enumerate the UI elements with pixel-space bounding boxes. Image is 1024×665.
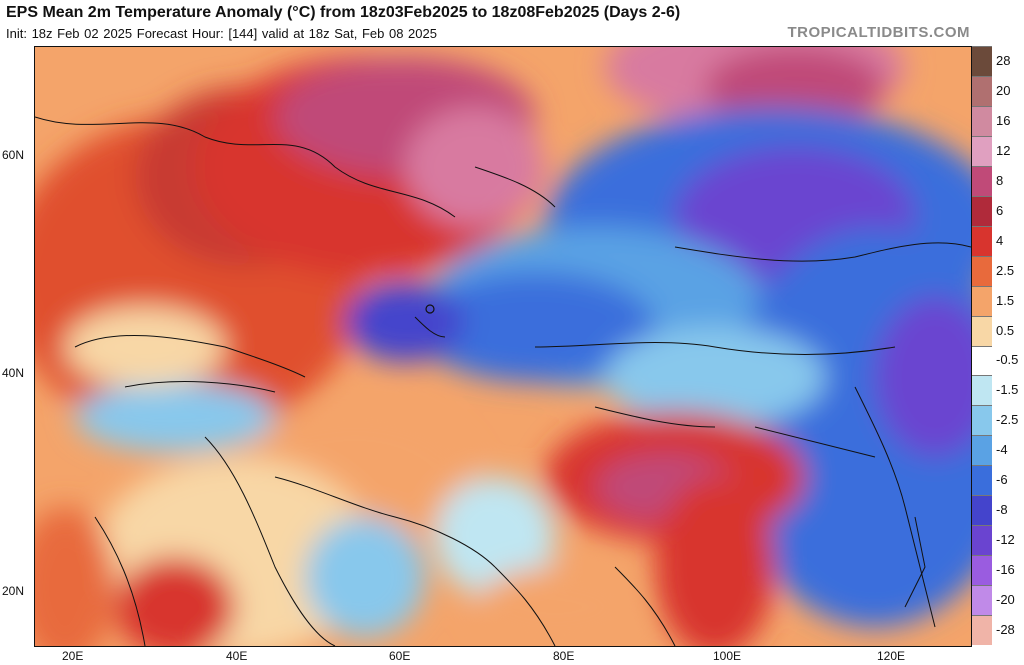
- anomaly-field: [35, 47, 971, 646]
- lon-label-80e: 80E: [553, 649, 575, 663]
- lat-label-20n: 20N: [2, 584, 25, 598]
- colorbar-label: 12: [996, 142, 1011, 158]
- source-watermark: TROPICALTIDBITS.COM: [787, 24, 970, 41]
- colorbar-segment: [972, 255, 992, 287]
- colorbar-label: -8: [996, 502, 1008, 518]
- colorbar-segment: [972, 495, 992, 526]
- colorbar-segment: [972, 525, 992, 556]
- colorbar-label: 28: [996, 52, 1011, 68]
- colorbar-label: 0.5: [996, 322, 1015, 338]
- colorbar-label: -20: [996, 592, 1015, 608]
- lon-label-100e: 100E: [713, 649, 742, 663]
- anomaly-map-canvas: [35, 47, 971, 646]
- lon-label-20e: 20E: [62, 649, 84, 663]
- colorbar-segment: [972, 585, 992, 616]
- colorbar-segment: [972, 165, 992, 197]
- colorbar-label: 2.5: [996, 262, 1015, 278]
- colorbar-segment: [972, 615, 992, 646]
- colorbar-segment: [972, 285, 992, 317]
- colorbar-label: -1.5: [996, 382, 1019, 398]
- colorbar-label: -4: [996, 442, 1008, 458]
- colorbar-label: -28: [996, 622, 1015, 638]
- lat-label-40n: 40N: [2, 366, 25, 380]
- colorbar-segment: [972, 225, 992, 257]
- colorbar-segment: [972, 315, 992, 346]
- map-title: EPS Mean 2m Temperature Anomaly (°C) fro…: [6, 4, 681, 21]
- colorbar-label: 4: [996, 232, 1004, 248]
- colorbar-segment: [972, 375, 992, 406]
- colorbar-segment: [972, 555, 992, 586]
- colorbar-label: -6: [996, 472, 1008, 488]
- lake-marker: [425, 304, 435, 314]
- header: EPS Mean 2m Temperature Anomaly (°C) fro…: [0, 0, 1024, 44]
- colorbar-label: 20: [996, 82, 1011, 98]
- colorbar-segment: [972, 345, 992, 376]
- coastlines-borders: [35, 116, 971, 646]
- lon-label-120e: 120E: [877, 649, 906, 663]
- colorbar-label: -16: [996, 562, 1015, 578]
- colorbar-label: 16: [996, 112, 1011, 128]
- colorbar-label: 8: [996, 172, 1004, 188]
- colorbar-segment: [972, 435, 992, 466]
- map-subtitle: Init: 18z Feb 02 2025 Forecast Hour: [14…: [6, 26, 437, 41]
- colorbar: [972, 46, 992, 646]
- colorbar-segment: [972, 465, 992, 496]
- lon-label-40e: 40E: [226, 649, 248, 663]
- colorbar-segment: [972, 135, 992, 167]
- colorbar-label: -0.5: [996, 352, 1019, 368]
- lat-label-60n: 60N: [2, 148, 25, 162]
- colorbar-segment: [972, 405, 992, 436]
- colorbar-label: -2.5: [996, 412, 1019, 428]
- anomaly-map[interactable]: [34, 46, 972, 647]
- colorbar-label: 1.5: [996, 292, 1015, 308]
- colorbar-segment: [972, 105, 992, 137]
- lon-label-60e: 60E: [389, 649, 411, 663]
- colorbar-segment: [972, 75, 992, 107]
- colorbar-segment: [972, 195, 992, 227]
- colorbar-label: -12: [996, 532, 1015, 548]
- colorbar-label: 6: [996, 202, 1004, 218]
- colorbar-segment: [972, 46, 992, 77]
